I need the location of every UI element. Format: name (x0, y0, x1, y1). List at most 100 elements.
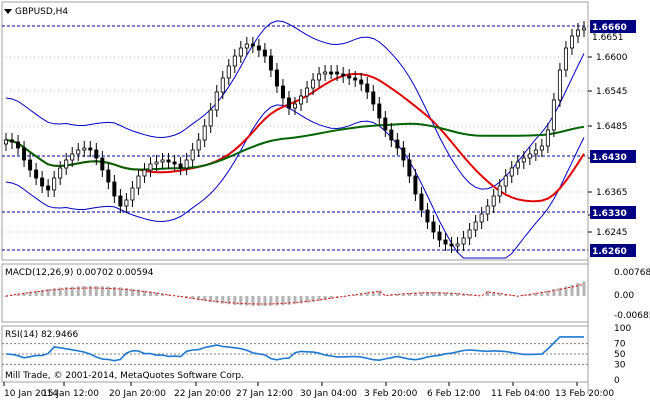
candle-body[interactable] (118, 195, 123, 207)
candle-body[interactable] (299, 95, 304, 105)
candle-body[interactable] (497, 185, 502, 197)
candle-body[interactable] (539, 145, 544, 151)
candle-body[interactable] (515, 161, 520, 169)
candle-body[interactable] (10, 139, 15, 143)
candle-body[interactable] (437, 231, 442, 241)
candle-body[interactable] (305, 87, 310, 97)
candle-body[interactable] (4, 139, 9, 145)
candle-body[interactable] (130, 187, 135, 201)
candle-body[interactable] (262, 49, 267, 57)
candle-body[interactable] (40, 177, 45, 187)
candle-body[interactable] (208, 109, 213, 127)
candle-body[interactable] (449, 243, 454, 247)
candle-body[interactable] (341, 73, 346, 77)
candle-body[interactable] (88, 147, 93, 151)
candle-body[interactable] (154, 161, 159, 165)
candle-body[interactable] (274, 69, 279, 87)
candle-body[interactable] (311, 79, 316, 89)
candle-body[interactable] (292, 103, 297, 109)
candle-body[interactable] (455, 243, 460, 247)
candle-body[interactable] (160, 159, 165, 163)
candle-body[interactable] (533, 149, 538, 155)
candle-body[interactable] (190, 149, 195, 161)
chart-header[interactable]: GBPUSD,H4 (4, 7, 68, 17)
candle-body[interactable] (46, 185, 51, 191)
candle-body[interactable] (16, 141, 21, 149)
candle-body[interactable] (250, 43, 255, 47)
candle-body[interactable] (545, 129, 550, 147)
candle-body[interactable] (280, 85, 285, 99)
candle-body[interactable] (178, 163, 183, 169)
candle-body[interactable] (353, 77, 358, 81)
candle-body[interactable] (461, 237, 466, 245)
candle-body[interactable] (407, 159, 412, 177)
candle-body[interactable] (365, 83, 370, 93)
candle-body[interactable] (226, 65, 231, 79)
candle-body[interactable] (425, 209, 430, 223)
candle-body[interactable] (142, 169, 147, 177)
candle-body[interactable] (124, 199, 129, 207)
candle-body[interactable] (419, 193, 424, 211)
candle-body[interactable] (34, 169, 39, 179)
candle-body[interactable] (557, 69, 562, 101)
candle-body[interactable] (359, 79, 364, 85)
candle-body[interactable] (563, 47, 568, 71)
candle-body[interactable] (503, 175, 508, 187)
candle-body[interactable] (202, 125, 207, 141)
candle-body[interactable] (268, 55, 273, 71)
horizontal-levels[interactable] (2, 25, 588, 251)
candle-body[interactable] (232, 55, 237, 67)
candle-body[interactable] (509, 167, 514, 177)
candle-body[interactable] (166, 159, 171, 163)
candle-body[interactable] (413, 175, 418, 195)
candle-body[interactable] (401, 147, 406, 161)
candle-body[interactable] (76, 149, 81, 155)
candle-body[interactable] (371, 91, 376, 105)
candle-body[interactable] (527, 153, 532, 159)
candle-body[interactable] (106, 169, 111, 183)
candle-body[interactable] (323, 71, 328, 75)
candle-body[interactable] (244, 43, 249, 49)
candle-body[interactable] (395, 139, 400, 149)
candle-body[interactable] (70, 153, 75, 161)
candle-body[interactable] (58, 167, 63, 179)
candle-body[interactable] (485, 205, 490, 215)
candle-body[interactable] (238, 47, 243, 57)
candle-body[interactable] (256, 45, 261, 51)
candle-body[interactable] (347, 75, 352, 79)
candle-body[interactable] (491, 195, 496, 207)
candle-body[interactable] (335, 71, 340, 75)
candle-body[interactable] (82, 147, 87, 151)
candle-body[interactable] (317, 73, 322, 81)
candle-body[interactable] (220, 77, 225, 93)
candle-body[interactable] (112, 181, 117, 197)
candle-body[interactable] (473, 221, 478, 231)
candle-body[interactable] (214, 91, 219, 111)
triangle-down-icon[interactable] (4, 9, 12, 14)
candle-body[interactable] (575, 29, 580, 37)
candle-body[interactable] (377, 103, 382, 119)
candle-body[interactable] (329, 71, 334, 75)
candle-body[interactable] (467, 229, 472, 239)
candle-body[interactable] (479, 213, 484, 223)
candle-body[interactable] (551, 99, 556, 131)
candle-body[interactable] (389, 129, 394, 141)
candle-body[interactable] (52, 177, 57, 191)
candle-body[interactable] (94, 149, 99, 159)
candle-body[interactable] (184, 159, 189, 169)
price-panel[interactable]: GBPUSD,H4 (1, 1, 589, 261)
candle-body[interactable] (521, 157, 526, 163)
candle-body[interactable] (196, 139, 201, 151)
candle-body[interactable] (431, 221, 436, 233)
candle-body[interactable] (383, 117, 388, 131)
candle-body[interactable] (172, 161, 177, 165)
candle-body[interactable] (286, 97, 291, 109)
candle-body[interactable] (443, 239, 448, 245)
candle-body[interactable] (100, 157, 105, 171)
candle-body[interactable] (582, 27, 587, 31)
macd-panel[interactable]: MACD(12,26,9) 0.00702 0.00594 0.00768 0.… (1, 263, 650, 323)
candle-body[interactable] (64, 159, 69, 169)
candles[interactable] (4, 21, 587, 253)
